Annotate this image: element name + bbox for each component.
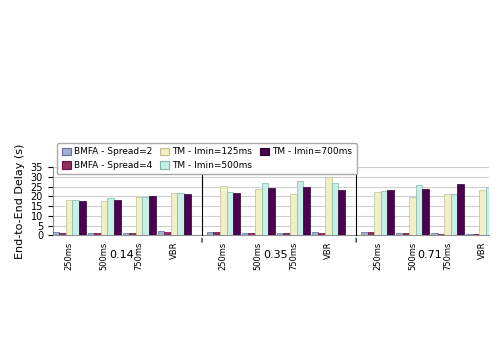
- Bar: [381, 191, 388, 236]
- Bar: [248, 233, 255, 236]
- Bar: [374, 192, 381, 236]
- Bar: [319, 233, 325, 236]
- Bar: [268, 188, 275, 236]
- Bar: [59, 233, 66, 236]
- Bar: [444, 194, 451, 236]
- Y-axis label: End-to-End Delay (s): End-to-End Delay (s): [15, 144, 25, 259]
- Text: 0.35: 0.35: [264, 250, 288, 261]
- Bar: [457, 185, 464, 236]
- Bar: [312, 232, 319, 236]
- Bar: [171, 193, 177, 236]
- Bar: [227, 192, 233, 236]
- Bar: [53, 232, 59, 236]
- Bar: [290, 194, 296, 236]
- Bar: [184, 194, 191, 236]
- Text: 0.14: 0.14: [109, 250, 134, 261]
- Bar: [325, 177, 332, 236]
- Bar: [332, 183, 338, 236]
- Bar: [107, 198, 114, 236]
- Bar: [177, 193, 184, 236]
- Bar: [255, 189, 262, 236]
- Bar: [149, 196, 156, 236]
- Bar: [242, 233, 248, 236]
- Bar: [396, 233, 403, 236]
- Bar: [416, 186, 422, 236]
- Bar: [367, 232, 374, 236]
- Bar: [101, 201, 107, 236]
- Bar: [486, 187, 492, 236]
- Bar: [207, 232, 214, 236]
- Bar: [409, 197, 416, 236]
- Bar: [492, 197, 499, 236]
- Bar: [114, 200, 120, 236]
- Bar: [479, 190, 486, 236]
- Bar: [123, 233, 130, 236]
- Bar: [296, 181, 303, 236]
- Bar: [451, 194, 457, 236]
- Bar: [158, 232, 164, 236]
- Bar: [466, 234, 473, 236]
- Bar: [283, 233, 290, 236]
- Bar: [437, 234, 444, 236]
- Bar: [431, 233, 437, 236]
- Bar: [136, 197, 143, 236]
- Bar: [303, 187, 309, 236]
- Bar: [214, 232, 220, 236]
- Bar: [73, 200, 79, 236]
- Bar: [88, 233, 94, 236]
- Bar: [277, 233, 283, 236]
- Bar: [262, 183, 268, 236]
- Bar: [79, 200, 86, 236]
- Text: 0.71: 0.71: [418, 250, 443, 261]
- Bar: [143, 197, 149, 236]
- Bar: [338, 190, 345, 236]
- Bar: [94, 233, 101, 236]
- Bar: [233, 193, 240, 236]
- Legend: BMFA - Spread=2, BMFA - Spread=4, TM - Imin=125ms, TM - Imin=500ms, TM - Imin=70: BMFA - Spread=2, BMFA - Spread=4, TM - I…: [57, 143, 357, 174]
- Bar: [473, 234, 479, 236]
- Bar: [66, 199, 73, 236]
- Bar: [361, 232, 367, 236]
- Bar: [422, 189, 429, 236]
- Bar: [164, 232, 171, 236]
- Bar: [403, 233, 409, 236]
- Bar: [220, 186, 227, 236]
- Bar: [388, 190, 394, 236]
- Bar: [130, 233, 136, 236]
